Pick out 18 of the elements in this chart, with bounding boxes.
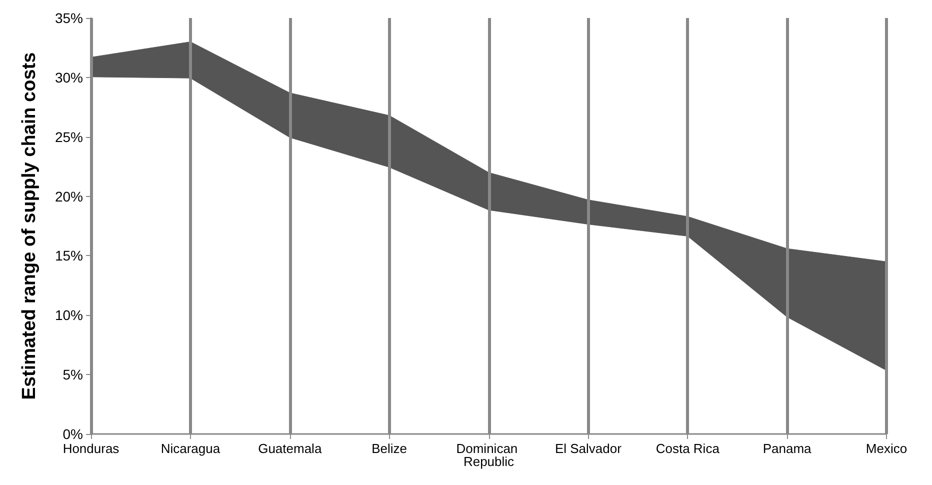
y-tick-label: 10%: [54, 307, 83, 324]
x-tick-label: Mexico: [866, 441, 908, 456]
y-tick-label: 0%: [62, 426, 83, 442]
y-axis-title: Estimated range of supply chain costs: [19, 52, 40, 400]
y-tick-label: 5%: [62, 366, 83, 383]
y-tick-label: 20%: [54, 188, 83, 204]
x-tick-label: Guatemala: [258, 441, 322, 456]
x-tick-label: Panama: [762, 441, 812, 456]
y-tick-label: 30%: [54, 69, 83, 86]
y-tick-label: 25%: [54, 128, 83, 145]
y-tick-label: 15%: [54, 248, 83, 264]
x-tick-label: Belize: [372, 441, 408, 456]
x-tick-label: Honduras: [62, 441, 120, 456]
x-tick-label: Dominican Republic: [456, 441, 522, 469]
y-tick-label: 35%: [54, 10, 83, 26]
x-tick-label: Costa Rica: [656, 441, 720, 456]
x-tick-label: El Salvador: [554, 441, 622, 456]
x-tick-label: Nicaragua: [160, 441, 221, 456]
